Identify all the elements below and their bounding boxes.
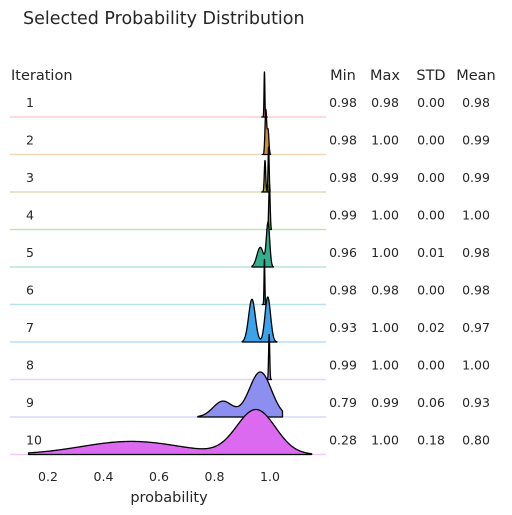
stat-mean: 1.00 <box>462 208 490 223</box>
row-label: 4 <box>26 208 34 223</box>
ridge-density <box>27 408 313 456</box>
stat-std: 0.00 <box>417 358 445 373</box>
stat-max: 1.00 <box>371 133 399 148</box>
stat-mean: 0.98 <box>462 245 490 260</box>
ridge-row: 5 0.96 1.00 0.01 0.98 <box>10 221 490 268</box>
stat-std: 0.06 <box>417 395 445 410</box>
row-label: 2 <box>26 133 34 148</box>
ridge-row: 1 0.98 0.98 0.00 0.98 <box>10 71 490 118</box>
stat-max: 1.00 <box>371 358 399 373</box>
ridge-row: 2 0.98 1.00 0.00 0.99 <box>10 108 490 156</box>
stat-min: 0.79 <box>329 395 357 410</box>
ridge-density <box>197 371 284 418</box>
stat-std: 0.02 <box>417 320 445 335</box>
stat-min: 0.99 <box>329 358 357 373</box>
stat-mean: 0.99 <box>462 133 490 148</box>
stat-mean: 0.80 <box>462 433 490 448</box>
stat-mean: 0.99 <box>462 170 490 185</box>
row-label: 6 <box>26 283 34 298</box>
row-header: Iteration <box>11 68 73 84</box>
stat-header-max: Max <box>370 68 400 84</box>
ridge-density <box>241 296 278 343</box>
ridge-row: 7 0.93 1.00 0.02 0.97 <box>10 296 490 343</box>
stat-max: 1.00 <box>371 320 399 335</box>
x-tick-label: 0.2 <box>38 469 58 484</box>
stat-std: 0.00 <box>417 170 445 185</box>
row-label: 1 <box>26 95 34 110</box>
stat-min: 0.93 <box>329 320 357 335</box>
row-label: 9 <box>26 395 34 410</box>
x-axis-label: probability <box>130 490 208 506</box>
stat-header-std: STD <box>416 68 445 84</box>
stat-min: 0.28 <box>329 433 357 448</box>
stat-max: 0.98 <box>371 283 399 298</box>
chart-title: Selected Probability Distribution <box>23 9 305 29</box>
row-label: 3 <box>26 170 34 185</box>
ridge-row: 9 0.79 0.99 0.06 0.93 <box>10 371 490 418</box>
stat-max: 0.99 <box>371 170 399 185</box>
stat-min: 0.98 <box>329 133 357 148</box>
row-label: 7 <box>26 320 34 335</box>
stat-max: 1.00 <box>371 433 399 448</box>
row-label: 5 <box>26 245 34 260</box>
x-tick-label: 1.0 <box>260 469 280 484</box>
stat-mean: 1.00 <box>462 358 490 373</box>
stat-min: 0.98 <box>329 283 357 298</box>
stat-mean: 0.97 <box>462 320 490 335</box>
stat-min: 0.98 <box>329 170 357 185</box>
stat-min: 0.98 <box>329 95 357 110</box>
stat-mean: 0.98 <box>462 95 490 110</box>
stat-header-min: Min <box>330 68 356 84</box>
stat-std: 0.00 <box>417 208 445 223</box>
stat-std: 0.18 <box>417 433 445 448</box>
stat-max: 0.99 <box>371 395 399 410</box>
x-axis: 0.2 0.4 0.6 0.8 1.0 <box>38 469 280 484</box>
stat-min: 0.96 <box>329 245 357 260</box>
stat-mean: 0.93 <box>462 395 490 410</box>
stat-std: 0.00 <box>417 283 445 298</box>
stat-header-mean: Mean <box>456 68 496 84</box>
row-label: 10 <box>26 433 42 448</box>
stat-std: 0.01 <box>417 245 445 260</box>
ridge-row: 8 0.99 1.00 0.00 1.00 <box>10 333 490 381</box>
stat-min: 0.99 <box>329 208 357 223</box>
stat-std: 0.00 <box>417 133 445 148</box>
stat-max: 1.00 <box>371 245 399 260</box>
stat-std: 0.00 <box>417 95 445 110</box>
ridge-density <box>251 221 274 268</box>
ridge-row: 3 0.98 0.99 0.00 0.99 <box>10 146 490 193</box>
stat-headers: Min Max STD Mean <box>330 68 496 84</box>
ridge-density <box>261 146 271 193</box>
stat-max: 0.98 <box>371 95 399 110</box>
row-label: 8 <box>26 358 34 373</box>
ridge-row: 6 0.98 0.98 0.00 0.98 <box>10 258 490 306</box>
stat-max: 1.00 <box>371 208 399 223</box>
ridge-row: 10 0.28 1.00 0.18 0.80 <box>10 408 490 456</box>
x-tick-label: 0.4 <box>94 469 114 484</box>
x-tick-label: 0.6 <box>149 469 169 484</box>
x-tick-label: 0.8 <box>205 469 225 484</box>
ridge-density <box>261 108 272 156</box>
ridge-rows: 1 0.98 0.98 0.00 0.98 2 0.98 1.00 0.00 0.99 3 0.98 0… <box>10 71 490 456</box>
stat-mean: 0.98 <box>462 283 490 298</box>
